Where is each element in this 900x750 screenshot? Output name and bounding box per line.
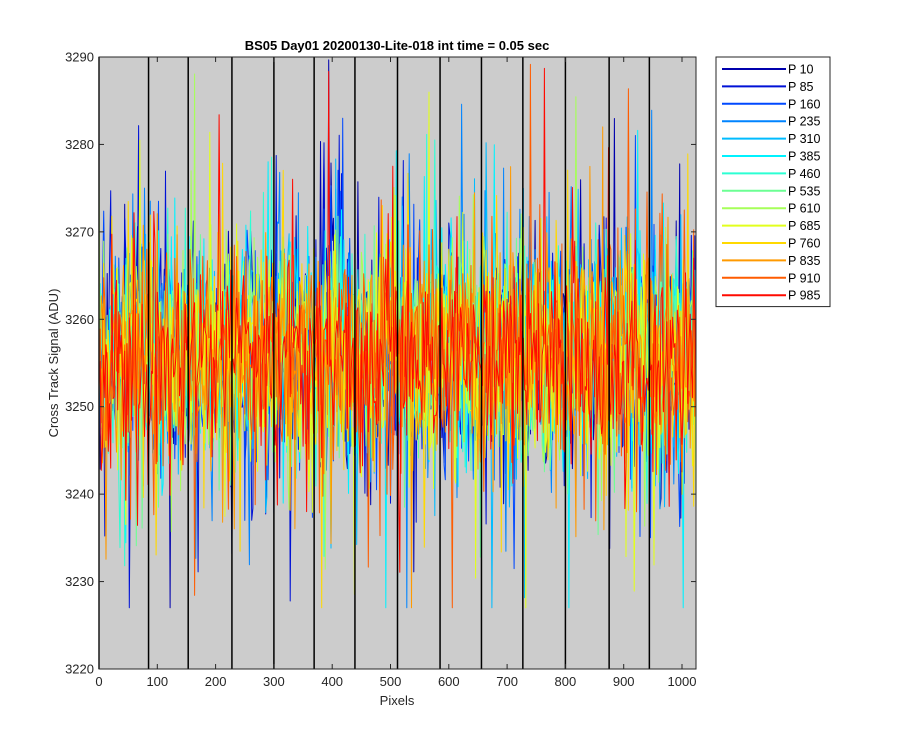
y-tick-label: 3260	[65, 312, 94, 327]
legend: P 10 P 85 P 160 P 235 P 310 P 385 P 460 P 535 P …	[715, 56, 831, 308]
legend-label: P 685	[788, 219, 820, 233]
y-tick-label: 3220	[65, 662, 94, 677]
legend-label: P 610	[788, 202, 820, 216]
x-tick-label: 800	[555, 674, 577, 689]
x-tick-label: 0	[95, 674, 102, 689]
y-tick-label: 3230	[65, 574, 94, 589]
y-tick-label: 3290	[65, 50, 94, 65]
legend-label: P 460	[788, 167, 820, 181]
x-tick-label: 200	[205, 674, 227, 689]
legend-label: P 85	[788, 80, 814, 94]
y-tick-label: 3280	[65, 137, 94, 152]
y-axis-label: Cross Track Signal (ADU)	[46, 289, 61, 438]
x-tick-label: 700	[496, 674, 518, 689]
legend-label: P 10	[788, 63, 814, 77]
legend-label: P 235	[788, 115, 820, 129]
y-tick-label: 3250	[65, 399, 94, 414]
legend-label: P 985	[788, 289, 820, 303]
legend-box	[715, 56, 831, 308]
x-tick-label: 1000	[668, 674, 697, 689]
x-tick-label: 400	[321, 674, 343, 689]
x-tick-label: 900	[613, 674, 635, 689]
x-tick-label: 300	[263, 674, 285, 689]
y-tick-label: 3270	[65, 224, 94, 239]
legend-label: P 760	[788, 237, 820, 251]
legend-label: P 910	[788, 271, 820, 285]
legend-label: P 835	[788, 254, 820, 268]
legend-label: P 310	[788, 132, 820, 146]
x-axis: 0 100 200 300 400 500 600 700 800 900 1000	[95, 57, 696, 689]
legend-label: P 160	[788, 97, 820, 111]
y-tick-label: 3240	[65, 487, 94, 502]
legend-label: P 385	[788, 150, 820, 164]
x-axis-label: Pixels	[380, 693, 415, 708]
x-tick-label: 100	[146, 674, 168, 689]
plot-frame	[98, 56, 697, 670]
legend-label: P 535	[788, 184, 820, 198]
chart-title: BS05 Day01 20200130-Lite-018 int time = …	[245, 38, 550, 53]
y-axis: 3220 3230 3240 3250 3260 3270 3280 3290	[65, 50, 696, 677]
x-tick-label: 600	[438, 674, 460, 689]
x-tick-label: 500	[380, 674, 402, 689]
